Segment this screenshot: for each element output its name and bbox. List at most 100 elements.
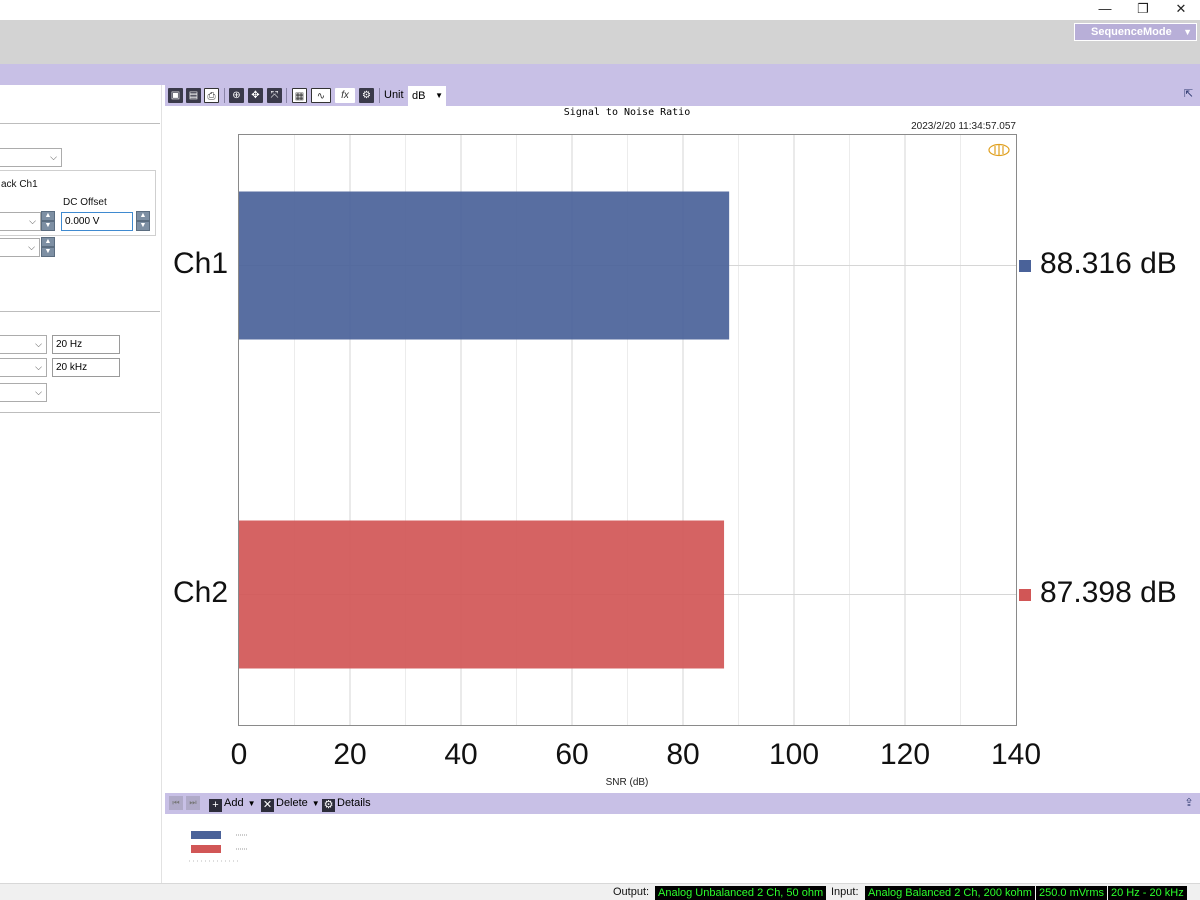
print-icon[interactable]: ⎙ — [204, 88, 219, 103]
details-label: Details — [337, 797, 371, 809]
x-axis-label: SNR (dB) — [605, 777, 649, 788]
legend-toolbar: ⏮ ⏭ + Add ▼ ✕ Delete ▼ ⚙ Details ⇪ — [165, 793, 1200, 814]
divider — [0, 412, 160, 413]
channel-groupbox: ack Ch1 DC Offset ⌵ ▲ ▼ 0.000 V ▲ ▼ — [0, 170, 156, 236]
chevron-down-icon: ⌵ — [35, 339, 42, 349]
chevron-down-icon: ▼ — [1183, 27, 1192, 37]
zoom-icon[interactable]: ⊕ — [229, 88, 244, 103]
x-tick-label: 40 — [444, 738, 478, 771]
dc-offset-spinner[interactable]: ▲ ▼ — [136, 211, 150, 231]
ap-logo-icon — [988, 143, 1010, 157]
divider — [0, 123, 160, 124]
level-status[interactable]: 250.0 mVrms — [1036, 886, 1108, 900]
weighting-select[interactable]: ⌵ — [0, 383, 47, 402]
generator-select[interactable]: ⌵ — [0, 148, 62, 167]
fit-icon[interactable]: ⤧ — [267, 88, 282, 103]
minimize-button[interactable]: — — [1098, 1, 1112, 16]
legend-swatch-ch1 — [191, 831, 221, 839]
low-filter-select[interactable]: ⌵ — [0, 335, 47, 354]
delete-label: Delete — [276, 797, 308, 809]
table-icon[interactable]: ▦ — [292, 88, 307, 103]
bar-chart-svg — [239, 135, 1016, 725]
window-titlebar: — ❐ ✕ — [0, 0, 1200, 20]
input-label: Input: — [831, 886, 859, 898]
restore-button[interactable]: ❐ — [1137, 1, 1149, 16]
bar-ch1 — [239, 191, 730, 340]
chevron-down-icon: ▼ — [311, 799, 320, 808]
chevron-down-icon: ⌵ — [35, 362, 42, 372]
export-icon[interactable]: ⇪ — [1184, 797, 1194, 809]
ribbon — [0, 20, 1200, 64]
value-swatch-ch1 — [1019, 259, 1031, 272]
plus-icon: + — [209, 799, 222, 812]
delete-icon: ✕ — [261, 799, 274, 812]
add-label: Add — [224, 797, 244, 809]
status-bar: Output: Analog Unbalanced 2 Ch, 50 ohm I… — [0, 883, 1200, 900]
category-label-ch1: Ch1 — [173, 246, 229, 280]
sequence-mode-label: SequenceMode — [1091, 26, 1172, 38]
output-status[interactable]: Analog Unbalanced 2 Ch, 50 ohm — [655, 886, 827, 900]
group-title: ack Ch1 — [1, 179, 38, 190]
value-swatch-ch2 — [1019, 588, 1031, 601]
x-tick-label: 20 — [333, 738, 367, 771]
settings-panel: ⌵ ack Ch1 DC Offset ⌵ ▲ ▼ 0.000 V ▲ ▼ ⌵ ▲ ▼… — [0, 85, 162, 883]
save-as-icon[interactable]: ▤ — [186, 88, 201, 103]
x-tick-label: 60 — [555, 738, 589, 771]
save-icon[interactable]: ▣ — [168, 88, 183, 103]
level-select[interactable]: ⌵ — [0, 212, 41, 231]
chevron-down-icon: ▼ — [247, 799, 256, 808]
close-button[interactable]: ✕ — [1175, 1, 1187, 16]
bandwidth-status[interactable]: 20 Hz - 20 kHz — [1108, 886, 1187, 900]
add-button[interactable]: + Add ▼ — [209, 796, 256, 812]
function-icon[interactable]: fx — [335, 88, 355, 103]
x-tick-label: 120 — [879, 738, 931, 771]
chevron-down-icon: ⌵ — [50, 152, 57, 162]
low-frequency-input[interactable]: 20 Hz — [52, 335, 120, 354]
chart-title: Signal to Noise Ratio — [563, 107, 691, 118]
frequency-select[interactable]: ⌵ — [0, 238, 40, 257]
graph-toolbar: ▣ ▤ ⎙ ⊕ ✥ ⤧ ▦ ∿ fx ⚙ Unit dB ▼ ⇱ — [165, 85, 1200, 106]
value-label-ch2: 87.398 dB — [1040, 575, 1177, 609]
graph-type-icon[interactable]: ∿ — [311, 88, 331, 103]
x-tick-label: 80 — [666, 738, 700, 771]
output-label: Output: — [613, 886, 650, 898]
pan-icon[interactable]: ✥ — [248, 88, 263, 103]
gear-icon: ⚙ — [322, 799, 335, 812]
panel-header-bar — [0, 64, 1200, 85]
high-filter-select[interactable]: ⌵ — [0, 358, 47, 377]
plot-area — [238, 134, 1017, 726]
measurement-timestamp: 2023/2/20 11:34:57.057 — [911, 121, 1016, 132]
high-frequency-input[interactable]: 20 kHz — [52, 358, 120, 377]
x-tick-label: 140 — [990, 738, 1042, 771]
expand-icon[interactable]: ⇱ — [1183, 88, 1194, 100]
delete-button[interactable]: ✕ Delete ▼ — [261, 796, 320, 812]
chevron-down-icon: ▼ — [435, 91, 443, 100]
toolbar-divider — [286, 88, 287, 103]
last-page-icon[interactable]: ⏭ — [186, 796, 200, 810]
legend-thumbnail[interactable] — [186, 826, 250, 866]
dc-offset-label: DC Offset — [63, 197, 107, 208]
value-label-ch1: 88.316 dB — [1040, 246, 1177, 280]
first-page-icon[interactable]: ⏮ — [169, 796, 183, 810]
chevron-down-icon: ⌵ — [35, 387, 42, 397]
unit-select[interactable]: dB ▼ — [408, 86, 446, 106]
unit-label: Unit — [384, 89, 404, 101]
chevron-down-icon: ⌵ — [29, 216, 36, 226]
frequency-spinner[interactable]: ▲ ▼ — [41, 237, 55, 257]
chevron-down-icon: ⌵ — [28, 242, 35, 252]
toolbar-divider — [379, 88, 380, 103]
legend-swatch-ch2 — [191, 845, 221, 853]
x-tick-label: 0 — [230, 738, 248, 771]
level-spinner[interactable]: ▲ ▼ — [41, 211, 55, 231]
input-status[interactable]: Analog Balanced 2 Ch, 200 kohm — [865, 886, 1035, 900]
divider — [0, 311, 160, 312]
toolbar-divider — [224, 88, 225, 103]
dc-offset-input[interactable]: 0.000 V — [61, 212, 133, 231]
sequence-mode-dropdown[interactable]: SequenceMode ▼ — [1074, 23, 1197, 41]
category-label-ch2: Ch2 — [173, 575, 229, 609]
x-tick-label: 100 — [768, 738, 820, 771]
bar-ch2 — [239, 520, 725, 669]
unit-value: dB — [412, 90, 426, 102]
settings-icon[interactable]: ⚙ — [359, 88, 374, 103]
details-button[interactable]: ⚙ Details — [322, 796, 371, 812]
